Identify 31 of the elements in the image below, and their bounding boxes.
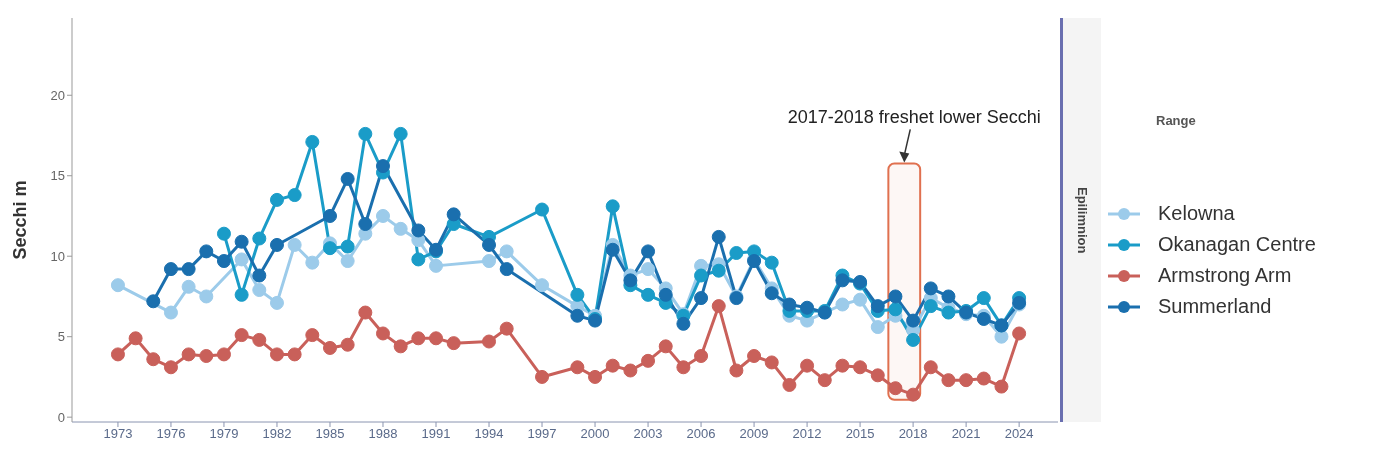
x-tick-label: 2015 <box>845 426 875 442</box>
x-tick-label: 1979 <box>209 426 239 442</box>
legend-label: Summerland <box>1158 295 1272 318</box>
x-tick-label: 2021 <box>951 426 981 442</box>
x-tick-label: 2000 <box>580 426 610 442</box>
x-tick-label: 2018 <box>898 426 928 442</box>
y-tick-label: 20 <box>50 87 65 103</box>
x-tick-label: 2024 <box>1004 426 1034 442</box>
y-tick-label: 0 <box>57 409 65 425</box>
legend-label: Kelowna <box>1158 202 1235 225</box>
x-tick-label: 1976 <box>156 426 186 442</box>
x-tick-label: 1985 <box>315 426 345 442</box>
x-tick-label: 1994 <box>474 426 504 442</box>
legend-label: Armstrong Arm <box>1158 264 1292 287</box>
y-tick-label: 5 <box>57 329 65 345</box>
y-axis-title: Secchi m <box>10 180 31 260</box>
x-tick-label: 1988 <box>368 426 398 442</box>
legend-label: Okanagan Centre <box>1158 233 1316 256</box>
x-tick-label: 2012 <box>792 426 822 442</box>
y-tick-label: 10 <box>50 248 65 264</box>
x-tick-label: 2003 <box>633 426 663 442</box>
x-tick-label: 1991 <box>421 426 451 442</box>
x-tick-label: 2009 <box>739 426 769 442</box>
x-tick-label: 1982 <box>262 426 292 442</box>
band-label: 2017-2018 freshet lower Secchi <box>787 107 1041 128</box>
x-tick-label: 2006 <box>686 426 716 442</box>
x-tick-label: 1997 <box>527 426 557 442</box>
x-tick-label: 1973 <box>103 426 133 442</box>
y-tick-label: 15 <box>50 168 65 184</box>
text: Epilimnion <box>1074 186 1090 254</box>
legend-title: Range <box>1156 113 1197 128</box>
